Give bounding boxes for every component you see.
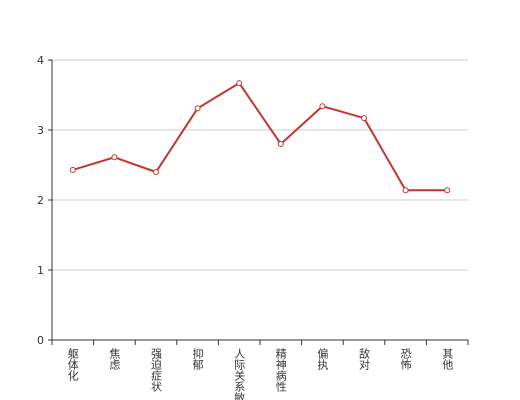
point <box>319 103 326 110</box>
point <box>277 141 284 147</box>
x-tick-label: 敌对 <box>358 347 371 370</box>
point <box>361 115 367 122</box>
x-tick-label: 精神病性 <box>274 348 287 393</box>
point <box>111 154 118 161</box>
line <box>72 81 448 192</box>
x-tick-label: 偏执 <box>316 347 329 371</box>
x-tick-label: 人际关系敏感 <box>233 348 246 400</box>
point <box>153 169 159 175</box>
y-tick-label: 2 <box>37 194 44 207</box>
y-tick-label: 3 <box>37 124 44 137</box>
point <box>402 187 409 194</box>
x-tick-label: 强迫症状 <box>150 348 163 392</box>
x-tick-label: 其他 <box>441 348 454 370</box>
x-tick-label: 恐怖 <box>399 348 412 370</box>
y-tick-label: 4 <box>37 54 44 67</box>
y-tick-label: 1 <box>37 264 44 277</box>
point <box>444 187 451 194</box>
point <box>69 166 76 173</box>
x-tick-label: 焦虑 <box>108 348 121 370</box>
point <box>236 80 243 87</box>
point <box>194 105 201 112</box>
x-tick-label: 抑郁 <box>191 347 204 370</box>
y-tick-label: 0 <box>37 334 44 347</box>
x-tick-label: 躯体化 <box>66 348 79 382</box>
